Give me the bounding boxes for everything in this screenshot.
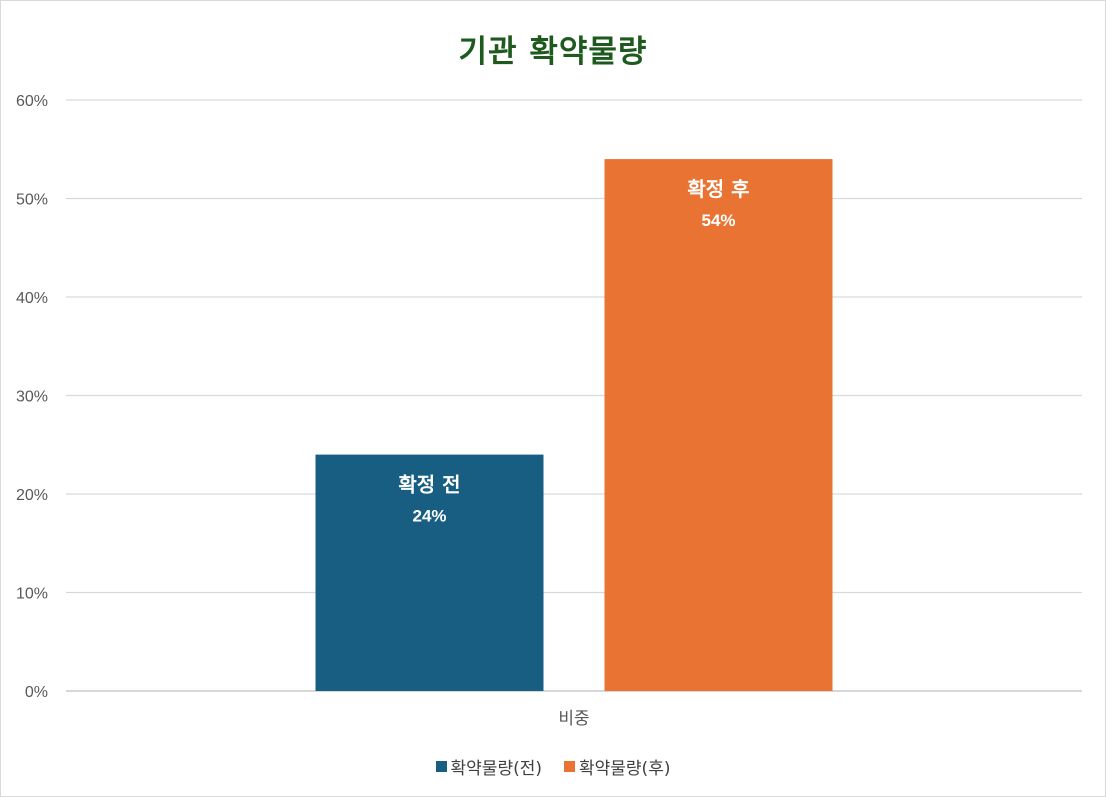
y-tick-label: 20% bbox=[16, 487, 48, 504]
data-label-value-0: 24% bbox=[412, 507, 446, 526]
data-label-name-1: 확정 후 bbox=[687, 177, 749, 201]
legend-item-after: 확약물량(후) bbox=[564, 754, 670, 779]
legend: 확약물량(전) 확약물량(후) bbox=[0, 754, 1106, 779]
chart-title: 기관 확약물량 bbox=[458, 34, 648, 70]
legend-item-before: 확약물량(전) bbox=[435, 754, 542, 779]
y-tick-label: 40% bbox=[16, 290, 48, 307]
y-tick-label: 50% bbox=[16, 192, 48, 209]
x-category-label: 비중 bbox=[558, 709, 589, 729]
bar-0 bbox=[315, 454, 544, 691]
y-tick-label: 30% bbox=[16, 389, 48, 406]
legend-label-after: 확약물량(후) bbox=[579, 759, 671, 779]
data-label-value-1: 54% bbox=[701, 211, 735, 230]
y-tick-label: 60% bbox=[16, 93, 48, 110]
data-label-name-0: 확정 전 bbox=[398, 473, 460, 497]
bar-1 bbox=[604, 159, 833, 692]
legend-swatch-before bbox=[435, 761, 447, 772]
legend-label-before: 확약물량(전) bbox=[450, 759, 542, 779]
y-tick-label: 0% bbox=[25, 684, 48, 701]
legend-swatch-after bbox=[564, 761, 575, 772]
y-tick-label: 10% bbox=[16, 586, 48, 603]
